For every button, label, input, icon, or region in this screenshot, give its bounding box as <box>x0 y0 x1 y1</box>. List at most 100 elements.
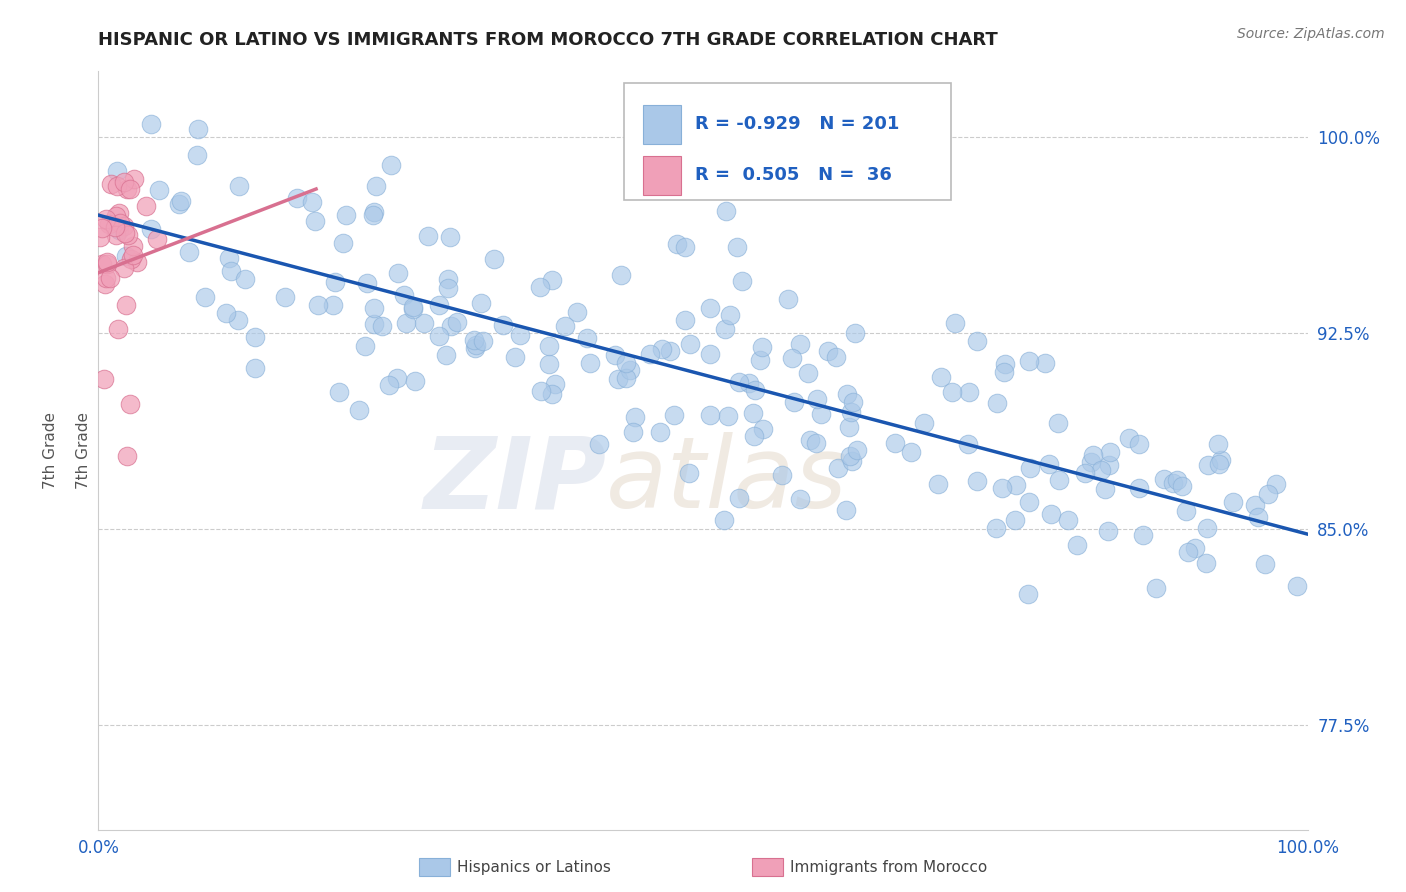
Point <box>1153 472 1175 486</box>
Point <box>371 318 394 333</box>
Point <box>966 474 988 488</box>
Point <box>90 221 112 235</box>
Point <box>844 326 866 340</box>
Point <box>984 521 1007 535</box>
Point <box>543 377 565 392</box>
Point <box>1144 581 1167 595</box>
Point <box>679 336 702 351</box>
Point <box>717 409 740 424</box>
Point <box>537 357 560 371</box>
Point <box>673 312 696 326</box>
Point <box>107 322 129 336</box>
Point <box>107 223 129 237</box>
Point <box>105 164 128 178</box>
Point <box>1038 457 1060 471</box>
Point <box>1004 513 1026 527</box>
Point <box>606 371 628 385</box>
Point <box>662 408 685 422</box>
Point <box>332 236 354 251</box>
Text: ZIP: ZIP <box>423 433 606 529</box>
Point <box>509 327 531 342</box>
Point <box>416 228 439 243</box>
Point <box>699 301 721 315</box>
Point <box>104 220 127 235</box>
Point <box>778 292 800 306</box>
Point <box>347 402 370 417</box>
Point <box>1047 473 1070 487</box>
Point <box>678 466 700 480</box>
Point <box>104 227 127 242</box>
Point <box>1040 507 1063 521</box>
Point <box>404 374 426 388</box>
Point <box>1057 513 1080 527</box>
Point <box>446 315 468 329</box>
Point <box>1206 436 1229 450</box>
Point <box>323 276 346 290</box>
Point <box>1128 481 1150 495</box>
Point <box>1211 453 1233 467</box>
Point <box>354 339 377 353</box>
Point <box>900 444 922 458</box>
Point <box>554 318 576 333</box>
Point <box>465 338 488 352</box>
Point <box>1254 557 1277 571</box>
Point <box>100 178 122 192</box>
Point <box>837 387 859 401</box>
Text: R = -0.929   N = 201: R = -0.929 N = 201 <box>695 115 898 134</box>
Point <box>1257 487 1279 501</box>
Text: HISPANIC OR LATINO VS IMMIGRANTS FROM MOROCCO 7TH GRADE CORRELATION CHART: HISPANIC OR LATINO VS IMMIGRANTS FROM MO… <box>98 31 998 49</box>
Point <box>145 232 167 246</box>
Point <box>1080 455 1102 469</box>
Point <box>1081 448 1104 462</box>
Point <box>1184 541 1206 556</box>
Point <box>614 371 637 385</box>
Point <box>437 281 460 295</box>
Point <box>1019 460 1042 475</box>
Point <box>491 318 513 333</box>
Point <box>120 182 142 196</box>
Point <box>440 318 463 333</box>
FancyBboxPatch shape <box>643 155 682 195</box>
Point <box>752 422 775 436</box>
Point <box>387 266 409 280</box>
Point <box>1098 458 1121 472</box>
Point <box>541 272 564 286</box>
Point <box>699 408 721 422</box>
Point <box>993 365 1015 379</box>
Point <box>301 194 323 209</box>
Text: atlas: atlas <box>606 433 848 529</box>
Point <box>139 117 162 131</box>
Point <box>89 230 111 244</box>
Point <box>810 407 832 421</box>
Point <box>1018 354 1040 368</box>
Point <box>648 425 671 439</box>
Point <box>120 252 142 266</box>
Point <box>322 298 344 312</box>
Point <box>838 449 860 463</box>
Point <box>780 351 803 366</box>
Point <box>117 181 139 195</box>
Point <box>624 409 647 424</box>
Point <box>567 305 589 319</box>
Point <box>1177 545 1199 559</box>
Point <box>187 121 209 136</box>
Point <box>1208 457 1230 471</box>
Point <box>328 385 350 400</box>
Point <box>744 383 766 397</box>
Point <box>117 228 139 243</box>
Text: Immigrants from Morocco: Immigrants from Morocco <box>790 860 987 874</box>
Point <box>1161 475 1184 490</box>
Point <box>603 348 626 362</box>
Point <box>112 219 135 233</box>
Point <box>929 369 952 384</box>
Point <box>179 245 201 260</box>
Point <box>194 290 217 304</box>
Point <box>1132 528 1154 542</box>
Point <box>395 316 418 330</box>
Point <box>666 237 689 252</box>
Point <box>616 356 638 370</box>
Point <box>799 433 821 447</box>
Point <box>1004 478 1026 492</box>
Point <box>1265 476 1288 491</box>
Point <box>838 420 860 434</box>
